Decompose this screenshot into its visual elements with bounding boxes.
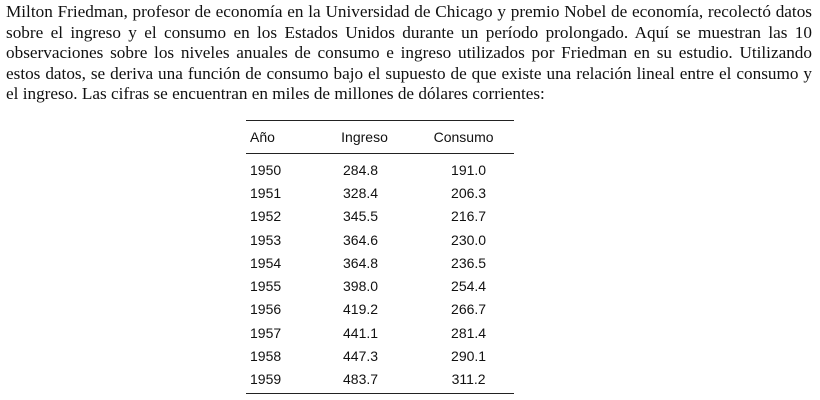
- cell-income: 284.8: [343, 161, 379, 178]
- cell-year: 1954: [250, 254, 282, 271]
- cell-year: 1953: [250, 231, 282, 248]
- cell-income: 328.4: [343, 184, 379, 201]
- cell-income: 398.0: [343, 278, 379, 295]
- table-row: 1957 441.1 281.4: [246, 321, 514, 344]
- table-row: 1958 447.3 290.1: [246, 344, 514, 367]
- intro-paragraph: Milton Friedman, profesor de economía en…: [6, 2, 812, 103]
- header-income: Ingreso: [315, 120, 414, 154]
- table-body: 1950 284.8 191.0 1951 328.4 206.3 1952 345.5 216…: [246, 154, 514, 394]
- table-row: 1955 398.0 254.4: [246, 274, 514, 297]
- cell-consumption: 281.4: [451, 324, 487, 341]
- cell-consumption: 216.7: [451, 208, 487, 225]
- cell-consumption: 254.4: [451, 278, 487, 295]
- table-row: 1950 284.8 191.0: [246, 154, 514, 182]
- cell-income: 447.3: [343, 348, 379, 365]
- cell-year: 1957: [250, 324, 282, 341]
- cell-income: 441.1: [343, 324, 379, 341]
- header-year: Año: [246, 120, 316, 154]
- cell-year: 1959: [246, 367, 316, 394]
- income-consumption-table: Año Ingreso Consumo 1950 284.8 191.0 1951 32…: [246, 120, 514, 394]
- table-row: 1951 328.4 206.3: [246, 181, 514, 204]
- cell-consumption: 311.2: [413, 367, 514, 394]
- cell-year: 1956: [250, 301, 282, 318]
- table-row: 1954 364.8 236.5: [246, 251, 514, 274]
- header-consumption: Consumo: [413, 120, 514, 154]
- cell-consumption: 206.3: [451, 184, 487, 201]
- cell-year: 1950: [250, 161, 282, 178]
- cell-year: 1952: [250, 208, 282, 225]
- table-row: 1952 345.5 216.7: [246, 205, 514, 228]
- cell-year: 1958: [250, 348, 282, 365]
- table-header-row: Año Ingreso Consumo: [246, 120, 514, 154]
- cell-income: 364.8: [343, 254, 379, 271]
- cell-income: 419.2: [343, 301, 379, 318]
- cell-income: 483.7: [315, 367, 414, 394]
- cell-consumption: 290.1: [451, 348, 487, 365]
- table-row: 1959 483.7 311.2: [246, 367, 514, 394]
- cell-income: 364.6: [343, 231, 379, 248]
- cell-year: 1951: [250, 184, 282, 201]
- table-row: 1956 419.2 266.7: [246, 298, 514, 321]
- cell-year: 1955: [250, 278, 282, 295]
- cell-consumption: 230.0: [451, 231, 487, 248]
- cell-consumption: 191.0: [451, 161, 487, 178]
- cell-consumption: 266.7: [451, 301, 487, 318]
- table-row: 1953 364.6 230.0: [246, 228, 514, 251]
- cell-income: 345.5: [343, 208, 379, 225]
- cell-consumption: 236.5: [451, 254, 487, 271]
